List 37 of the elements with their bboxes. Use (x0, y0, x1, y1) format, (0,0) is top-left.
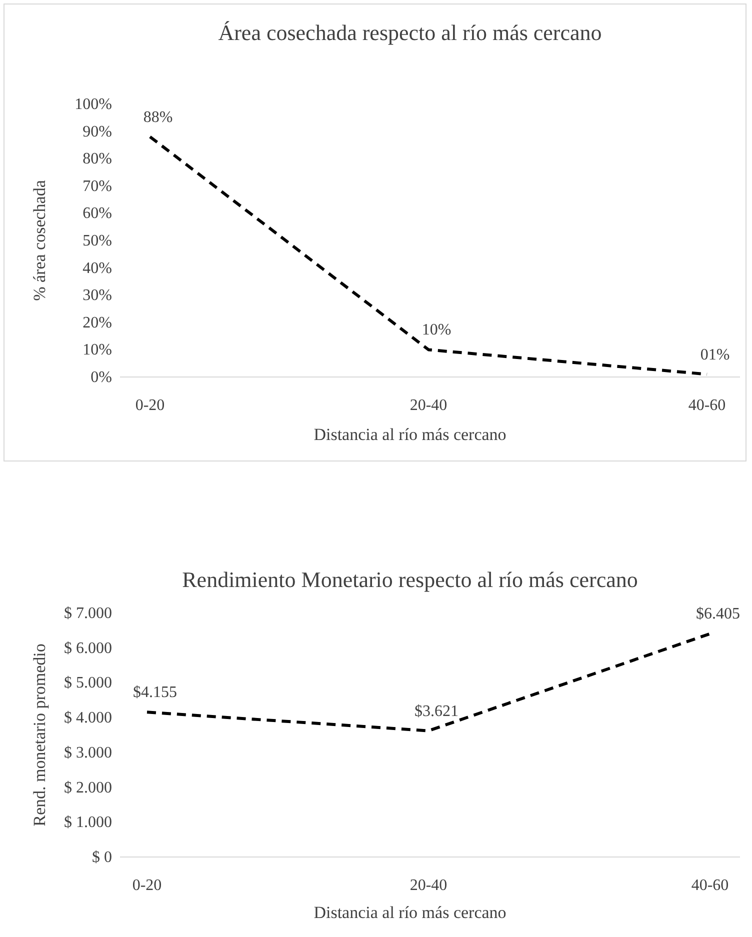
y-tick-label: 0% (90, 369, 112, 386)
data-label: 88% (143, 108, 173, 126)
data-label: $3.621 (414, 702, 458, 720)
y-tick-label: $ 5.000 (64, 674, 112, 692)
x-tick-label: 20-40 (410, 877, 448, 894)
chart-title: Área cosechada respecto al río más cercano (218, 20, 602, 45)
y-tick-label: 20% (82, 314, 112, 332)
y-tick-label: 100% (74, 96, 112, 113)
y-axis-title: Rend. monetario promedio (30, 644, 49, 826)
data-label: $4.155 (133, 684, 177, 702)
y-tick-label: 60% (82, 205, 112, 222)
y-tick-label: $ 4.000 (64, 710, 112, 727)
y-tick-label: $ 6.000 (64, 640, 112, 657)
y-tick-label: 50% (82, 232, 112, 250)
y-tick-label: $ 2.000 (64, 779, 112, 796)
y-tick-label: 10% (82, 342, 112, 359)
x-tick-label: 40-60 (691, 877, 729, 894)
y-tick-label: 90% (82, 123, 112, 140)
y-tick-label: 70% (82, 178, 112, 195)
data-label: $6.405 (696, 606, 740, 623)
y-tick-label: $ 7.000 (64, 605, 112, 622)
chart-title: Rendimiento Monetario respecto al río más cercano (182, 567, 638, 592)
y-tick-label: $ 1.000 (64, 814, 112, 832)
y-tick-label: $ 3.000 (64, 744, 112, 762)
y-tick-label: 30% (82, 287, 112, 304)
x-axis-title: Distancia al río más cercano (314, 425, 506, 444)
x-axis-title: Distancia al río más cercano (314, 903, 506, 922)
y-tick-label: 40% (82, 260, 112, 277)
y-axis-title: % área cosechada (30, 180, 49, 301)
y-tick-label: $ 0 (92, 849, 112, 866)
x-tick-label: 40-60 (688, 397, 726, 414)
x-tick-label: 20-40 (410, 397, 448, 414)
y-tick-label: 80% (82, 150, 112, 168)
x-tick-label: 0-20 (135, 397, 165, 414)
data-label: 01% (700, 346, 730, 364)
x-tick-label: 0-20 (132, 877, 162, 894)
data-label: 10% (422, 322, 452, 339)
